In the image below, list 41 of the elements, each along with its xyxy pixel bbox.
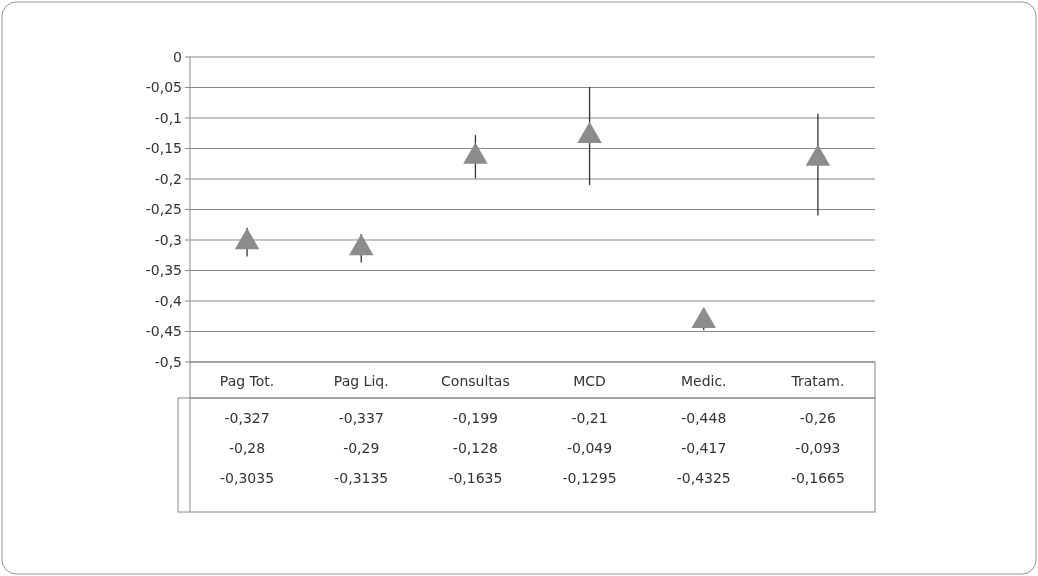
- y-tick-label: -0,25: [145, 201, 182, 218]
- text: -0,093: [795, 439, 841, 456]
- data-label: -0,1295: [562, 469, 617, 486]
- text: -0,21: [571, 409, 608, 426]
- y-tick-label: -0,5: [154, 353, 182, 370]
- data-label: -0,3035: [220, 469, 275, 486]
- y-tick-label: -0,1: [154, 109, 182, 126]
- y-tick-label: -0,3: [154, 231, 182, 248]
- y-tick-label: -0,15: [145, 140, 182, 157]
- text: -0,448: [681, 409, 727, 426]
- text: -0,128: [452, 439, 498, 456]
- text: -0,199: [452, 409, 498, 426]
- text: -0,049: [567, 439, 613, 456]
- y-tick-label: -0,05: [145, 79, 182, 96]
- x-tick-label: MCD: [573, 372, 606, 389]
- y-tick-label: -0,45: [145, 323, 182, 340]
- point: [234, 227, 260, 250]
- x-tick-label: Pag Liq.: [333, 372, 389, 389]
- point: [577, 121, 602, 144]
- data-label: -0,3135: [334, 469, 389, 486]
- point: [349, 234, 374, 256]
- text: -0,417: [681, 439, 727, 456]
- text: -0,28: [228, 439, 266, 456]
- data-label: -0,1665: [790, 469, 845, 486]
- text: -0,29: [343, 439, 380, 456]
- point: [691, 306, 716, 328]
- y-tick-label: -0,35: [145, 262, 182, 279]
- point: [463, 142, 488, 164]
- x-tick-label: Tratam.: [790, 372, 845, 389]
- y-tick-label: 0: [173, 48, 182, 65]
- y-tick-label: -0,2: [154, 170, 182, 187]
- data-label: -0,1635: [448, 469, 503, 486]
- x-tick-label: Pag Tot.: [219, 372, 275, 389]
- point: [805, 144, 831, 166]
- y-tick-label: -0,4: [154, 292, 183, 309]
- x-tick-label: Consultas: [441, 372, 510, 389]
- data-label: -0,4325: [676, 469, 731, 486]
- text: -0,26: [799, 409, 837, 426]
- text: -0,327: [224, 409, 270, 426]
- x-tick-label: Medic.: [680, 372, 727, 389]
- text: -0,337: [338, 409, 384, 426]
